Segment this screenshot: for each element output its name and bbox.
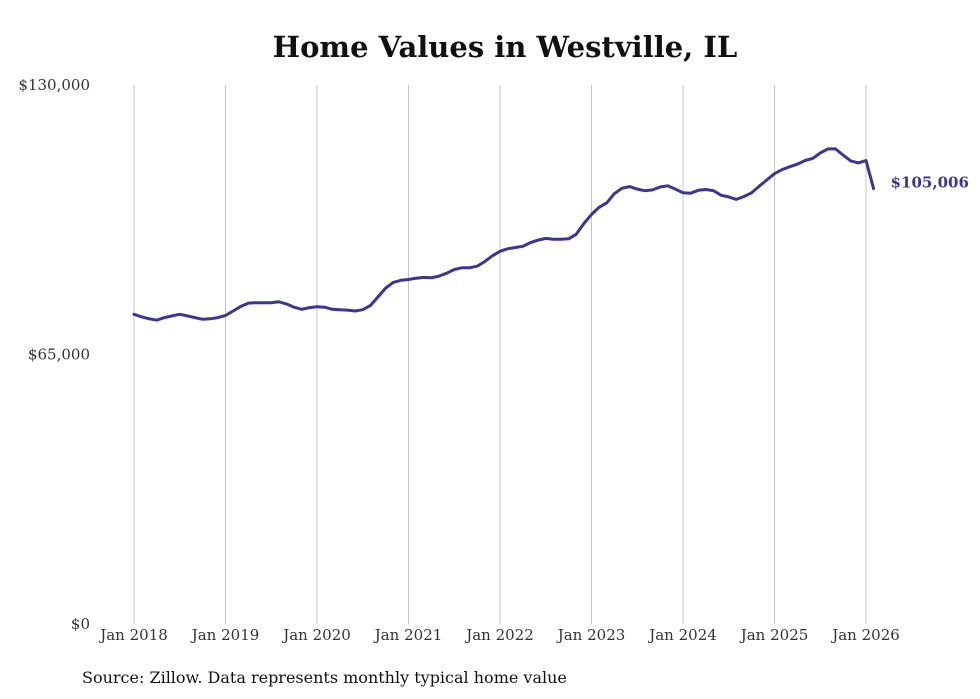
x-tick-label: Jan 2023 bbox=[556, 626, 626, 644]
grid-layer bbox=[133, 85, 867, 624]
series-layer bbox=[132, 147, 876, 322]
y-tick-label: $0 bbox=[71, 615, 90, 633]
y-tick-label: $65,000 bbox=[28, 346, 90, 364]
x-tick-label: Jan 2022 bbox=[464, 626, 534, 644]
end-value-label: $105,006 bbox=[891, 174, 969, 192]
x-tick-label: Jan 2020 bbox=[281, 626, 351, 644]
y-tick-label: $130,000 bbox=[18, 76, 90, 94]
annotation-layer: $105,006 bbox=[891, 174, 969, 192]
x-tick-label: Jan 2025 bbox=[739, 626, 809, 644]
series-line bbox=[132, 147, 876, 322]
x-axis: Jan 2018 Jan 2019 Jan 2020 Jan 2021 Jan 2022… bbox=[98, 626, 900, 644]
x-tick-label: Jan 2021 bbox=[373, 626, 443, 644]
x-tick-label: Jan 2018 bbox=[98, 626, 168, 644]
chart-title: Home Values in Westville, IL bbox=[272, 30, 738, 64]
x-tick-label: Jan 2019 bbox=[190, 626, 260, 644]
y-axis: $0 $65,000 $130,000 bbox=[18, 76, 90, 633]
x-tick-label: Jan 2024 bbox=[647, 626, 717, 644]
x-tick-label: Jan 2026 bbox=[830, 626, 900, 644]
source-note: Source: Zillow. Data represents monthly … bbox=[82, 668, 567, 687]
